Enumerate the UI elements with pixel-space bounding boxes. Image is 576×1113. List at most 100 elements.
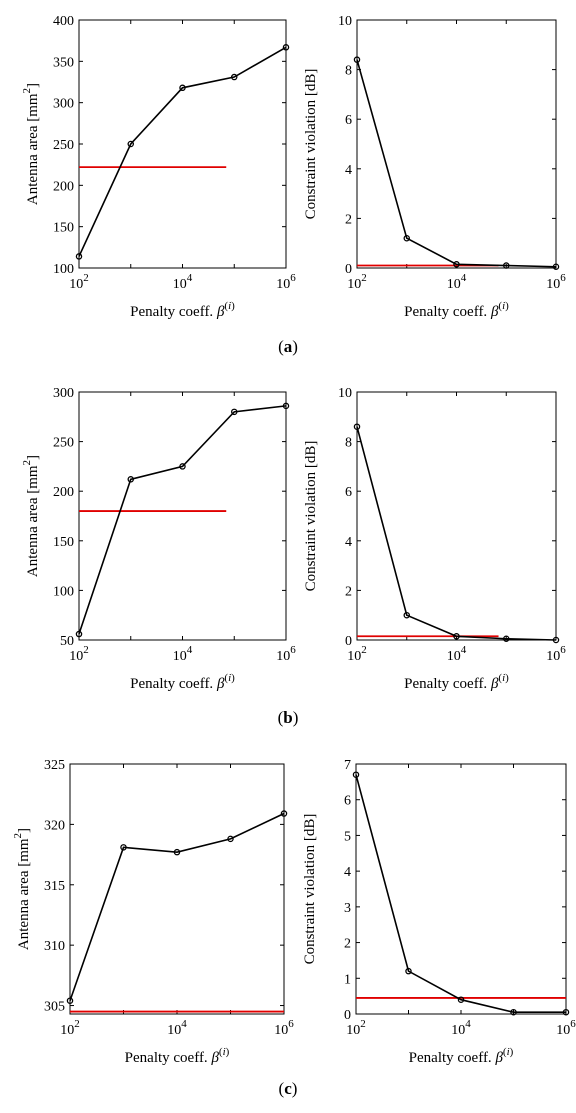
data-point bbox=[127, 476, 134, 483]
tick-label: 0 bbox=[345, 634, 352, 649]
chart-c-area: 305 310 315 320 325 102 104 106 Penalty coeff. β… bbox=[12, 758, 294, 1066]
series-line bbox=[356, 426, 557, 641]
tick-label: 104 bbox=[173, 644, 193, 664]
tick-label: 150 bbox=[53, 535, 74, 550]
tick-label: 300 bbox=[53, 97, 74, 112]
tick-label: 7 bbox=[344, 758, 351, 773]
data-point bbox=[227, 835, 234, 843]
tick-label: 102 bbox=[69, 644, 89, 664]
data-point bbox=[230, 73, 238, 81]
data-point bbox=[403, 611, 410, 619]
tick-label: 2 bbox=[345, 584, 352, 599]
y-axis-label: Antenna area [mm2] bbox=[21, 83, 41, 205]
data-point bbox=[280, 810, 288, 817]
x-axis-label: Penalty coeff. β(i) bbox=[404, 672, 509, 692]
plot-frame bbox=[69, 763, 285, 1015]
y-axis-label: Constraint violation [dB] bbox=[303, 441, 319, 592]
tick-label: 106 bbox=[546, 272, 566, 292]
tick-label: 106 bbox=[276, 272, 296, 292]
data-point bbox=[179, 84, 186, 92]
tick-label: 50 bbox=[60, 634, 74, 649]
data-point bbox=[66, 997, 74, 1004]
data-point bbox=[282, 402, 290, 410]
tick-label: 320 bbox=[44, 818, 65, 833]
tick-label: 104 bbox=[451, 1018, 471, 1038]
series-line bbox=[355, 774, 566, 1014]
chart-a-area: 100 150 200 250 300 350 400 102 104 106 Penalty co… bbox=[21, 14, 296, 320]
plot-frame bbox=[78, 391, 287, 641]
tick-label: 4 bbox=[345, 535, 352, 550]
tick-label: 102 bbox=[69, 272, 89, 292]
tick-label: 350 bbox=[53, 55, 74, 70]
x-axis-label: Penalty coeff. β(i) bbox=[404, 300, 509, 320]
tick-label: 310 bbox=[44, 939, 65, 954]
tick-label: 150 bbox=[53, 221, 74, 236]
tick-label: 0 bbox=[344, 1008, 351, 1023]
data-point bbox=[179, 463, 186, 470]
tick-label: 0 bbox=[345, 262, 352, 277]
tick-label: 102 bbox=[346, 1018, 366, 1038]
data-point bbox=[127, 140, 134, 148]
series-line bbox=[356, 59, 557, 268]
data-point bbox=[502, 635, 510, 643]
data-point bbox=[282, 44, 290, 51]
data-point bbox=[403, 234, 410, 242]
y-axis-label: Constraint violation [dB] bbox=[302, 814, 318, 965]
plot-frame bbox=[78, 19, 287, 269]
tick-label: 4 bbox=[345, 163, 352, 178]
tick-label: 106 bbox=[276, 644, 296, 664]
y-axis-label: Antenna area [mm2] bbox=[12, 828, 32, 950]
tick-label: 106 bbox=[274, 1018, 294, 1038]
x-axis-label: Penalty coeff. β(i) bbox=[125, 1046, 230, 1066]
tick-label: 106 bbox=[546, 644, 566, 664]
data-point bbox=[453, 633, 460, 640]
tick-label: 200 bbox=[53, 179, 74, 194]
tick-label: 8 bbox=[345, 64, 352, 79]
tick-label: 102 bbox=[60, 1018, 80, 1038]
tick-label: 6 bbox=[344, 794, 351, 809]
tick-label: 2 bbox=[345, 212, 352, 227]
panel-label: (b) bbox=[278, 708, 299, 727]
data-point bbox=[510, 1008, 517, 1016]
tick-label: 250 bbox=[53, 436, 74, 451]
tick-label: 1 bbox=[344, 972, 351, 987]
series-line bbox=[78, 46, 287, 257]
x-axis-label: Penalty coeff. β(i) bbox=[409, 1046, 514, 1066]
tick-label: 6 bbox=[345, 113, 352, 128]
tick-label: 104 bbox=[173, 272, 193, 292]
tick-label: 104 bbox=[167, 1018, 187, 1038]
tick-label: 10 bbox=[338, 386, 352, 401]
tick-label: 300 bbox=[53, 386, 74, 401]
y-axis-label: Constraint violation [dB] bbox=[303, 69, 319, 220]
data-point bbox=[353, 56, 361, 63]
data-point bbox=[75, 253, 83, 260]
data-point bbox=[552, 636, 560, 644]
tick-label: 8 bbox=[345, 436, 352, 451]
data-point bbox=[405, 967, 412, 975]
tick-label: 100 bbox=[53, 584, 74, 599]
chart-c-violation: 0 1 2 3 4 5 6 7 102 104 106 Penalty coeff. β(i) Cons… bbox=[302, 758, 576, 1066]
tick-label: 5 bbox=[344, 829, 351, 844]
tick-label: 104 bbox=[447, 272, 467, 292]
data-point bbox=[173, 848, 181, 856]
data-point bbox=[457, 996, 465, 1003]
data-point bbox=[562, 1008, 570, 1016]
series-line bbox=[69, 812, 285, 1001]
data-point bbox=[352, 771, 360, 778]
chart-b-violation: 0 2 4 6 8 10 102 104 106 Penalty coeff. β(i) Const… bbox=[303, 386, 566, 692]
chart-a-violation: 0 2 4 6 8 10 102 104 106 Penalty coeff. β(i) Const… bbox=[303, 14, 566, 320]
x-axis-label: Penalty coeff. β(i) bbox=[130, 672, 235, 692]
chart-b-area: 50 100 150 200 250 300 102 104 106 Penalty coeff.… bbox=[21, 386, 296, 692]
tick-label: 102 bbox=[347, 644, 367, 664]
x-axis-label: Penalty coeff. β(i) bbox=[130, 300, 235, 320]
tick-label: 100 bbox=[53, 262, 74, 277]
data-point bbox=[75, 630, 83, 638]
data-point bbox=[502, 262, 510, 269]
y-axis-label: Antenna area [mm2] bbox=[21, 455, 41, 577]
data-point bbox=[120, 844, 127, 851]
tick-label: 10 bbox=[338, 14, 352, 29]
tick-label: 2 bbox=[344, 937, 351, 952]
panel-label: (c) bbox=[279, 1079, 298, 1098]
plot-frame bbox=[356, 19, 557, 269]
